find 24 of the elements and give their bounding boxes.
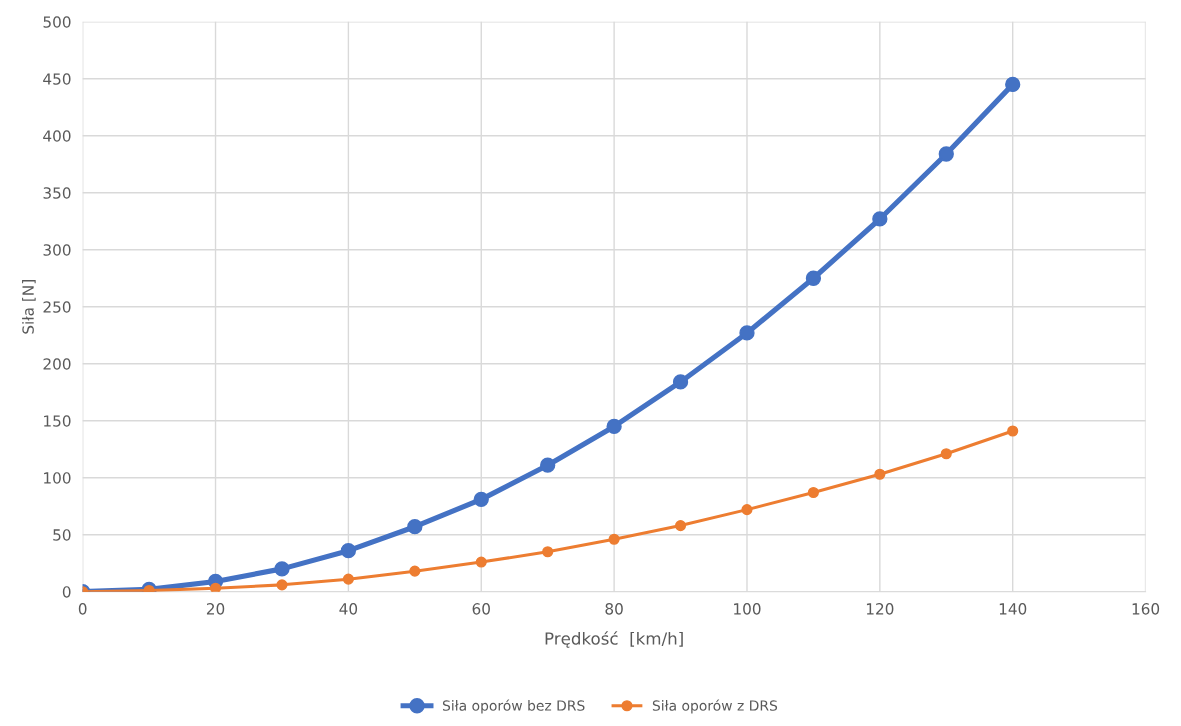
y-tick-label: 50 [53,529,71,541]
y-tick-label: 200 [43,358,71,370]
y-tick-label: 250 [43,301,71,313]
x-tick-label: 20 [206,603,225,615]
y-tick-label: 500 [43,16,71,28]
y-tick-label: 350 [43,187,71,199]
x-tick-label: 60 [472,603,490,615]
x-tick-label: 100 [734,603,761,615]
x-tick-label: 120 [866,603,894,615]
y-tick-label: 400 [43,130,71,142]
legend-label: Siła oporów bez DRS [442,699,585,714]
y-tick-label: 150 [44,415,71,427]
x-axis-title: Prędkość [km/h] [545,631,683,648]
x-tick-label: 160 [1132,603,1160,615]
y-axis-title: Siła [N] [22,280,36,334]
y-tick-label: 450 [43,73,71,85]
x-tick-label: 80 [605,603,623,615]
x-tick-label: 40 [339,603,358,615]
y-tick-label: 100 [44,472,71,484]
legend-label: Siła oporów z DRS [652,699,778,714]
y-tick-label: 0 [62,586,71,598]
x-tick-label: 140 [999,603,1027,615]
x-tick-label: 0 [78,603,87,615]
y-tick-label: 300 [43,244,71,256]
